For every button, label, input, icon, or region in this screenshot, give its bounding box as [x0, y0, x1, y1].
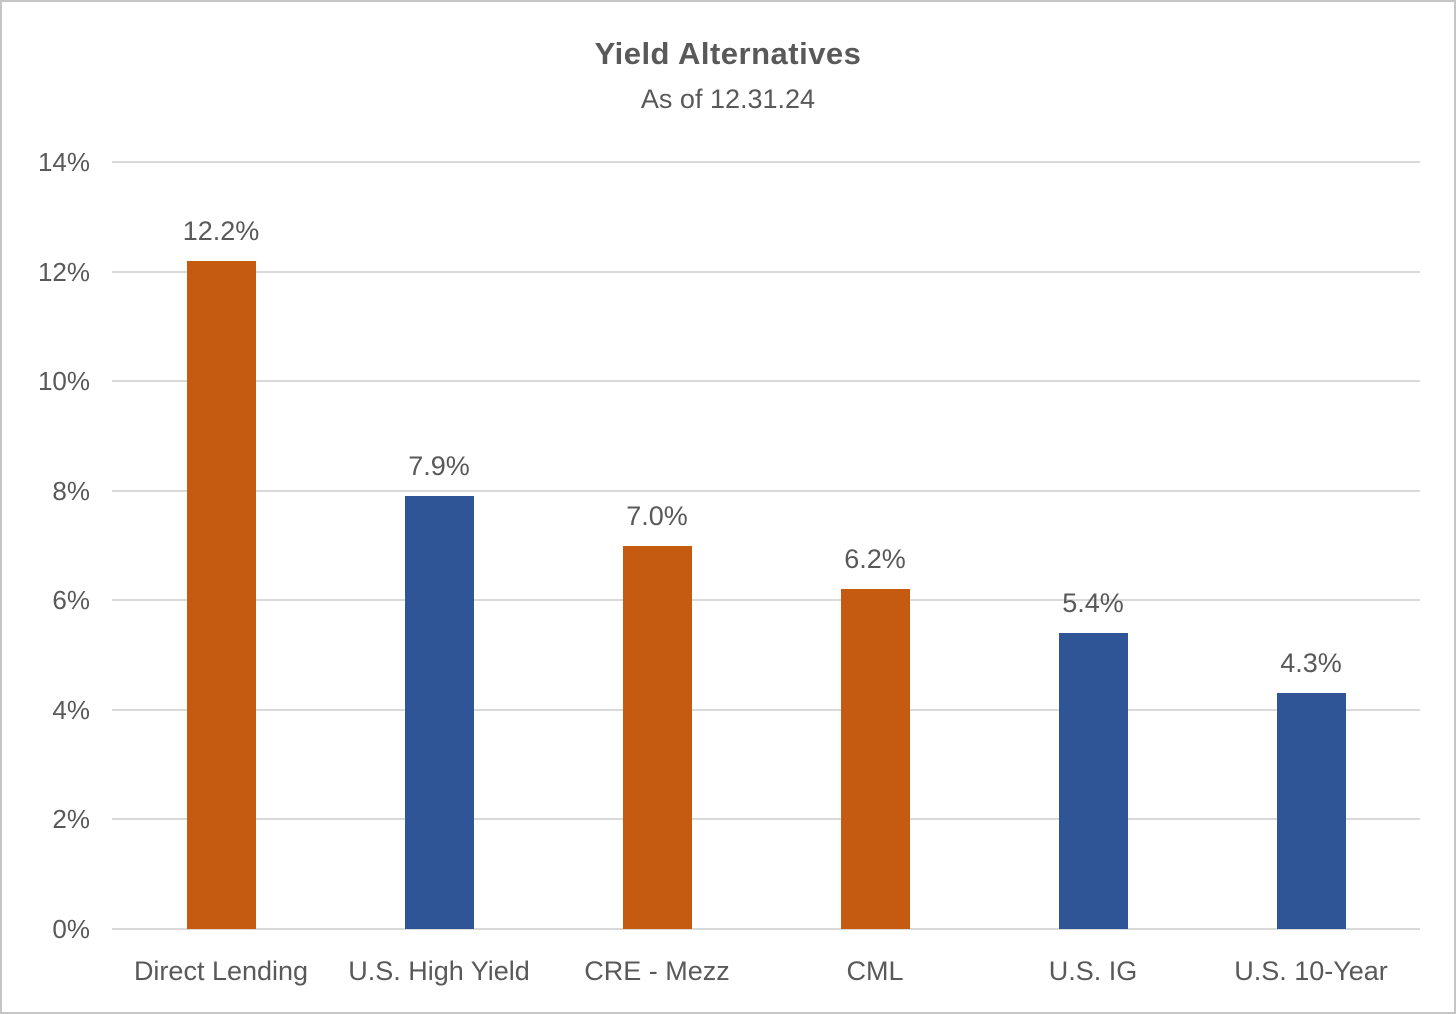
gridline [112, 270, 1420, 273]
gridline [112, 489, 1420, 492]
y-axis-tick-label: 2% [52, 804, 90, 835]
y-axis-tick-label: 10% [37, 366, 90, 397]
x-axis-category-label: U.S. High Yield [348, 956, 530, 986]
y-axis-tick-label: 12% [37, 256, 90, 287]
bar-value-label: 6.2% [844, 544, 906, 575]
gridline [112, 161, 1420, 163]
x-axis-category-label: U.S. 10-Year [1234, 956, 1388, 986]
y-axis-tick-label: 6% [52, 585, 90, 616]
y-axis-tick-label: 8% [52, 475, 90, 506]
bar-cml [840, 589, 910, 929]
gridline [112, 928, 1420, 930]
bar-u-s-ig [1058, 633, 1128, 929]
gridline [112, 818, 1420, 821]
bar-value-label: 4.3% [1280, 648, 1342, 679]
bar-u-s-10-year [1276, 693, 1346, 929]
chart-title: Yield Alternatives [594, 36, 862, 71]
bar-direct-lending [186, 260, 256, 929]
bar-value-label: 12.2% [182, 215, 260, 246]
bar-cre-mezz [622, 545, 692, 929]
y-axis-tick-label: 0% [52, 914, 90, 944]
gridline [112, 599, 1420, 602]
gridline [112, 708, 1420, 711]
bar-value-label: 7.9% [408, 451, 470, 482]
x-axis-category-label: CML [846, 956, 904, 986]
x-axis-category-label: CRE - Mezz [584, 956, 730, 986]
gridline [112, 380, 1420, 383]
x-axis-category-label: U.S. IG [1048, 956, 1138, 986]
chart-subtitle: As of 12.31.24 [640, 84, 816, 114]
bar-value-label: 7.0% [626, 500, 688, 531]
y-axis-tick-label: 4% [52, 694, 90, 725]
bar-value-label: 5.4% [1062, 588, 1124, 619]
bar-u-s-high-yield [404, 496, 474, 929]
x-axis-category-label: Direct Lending [133, 956, 309, 986]
y-axis-tick-label: 14% [37, 147, 90, 177]
